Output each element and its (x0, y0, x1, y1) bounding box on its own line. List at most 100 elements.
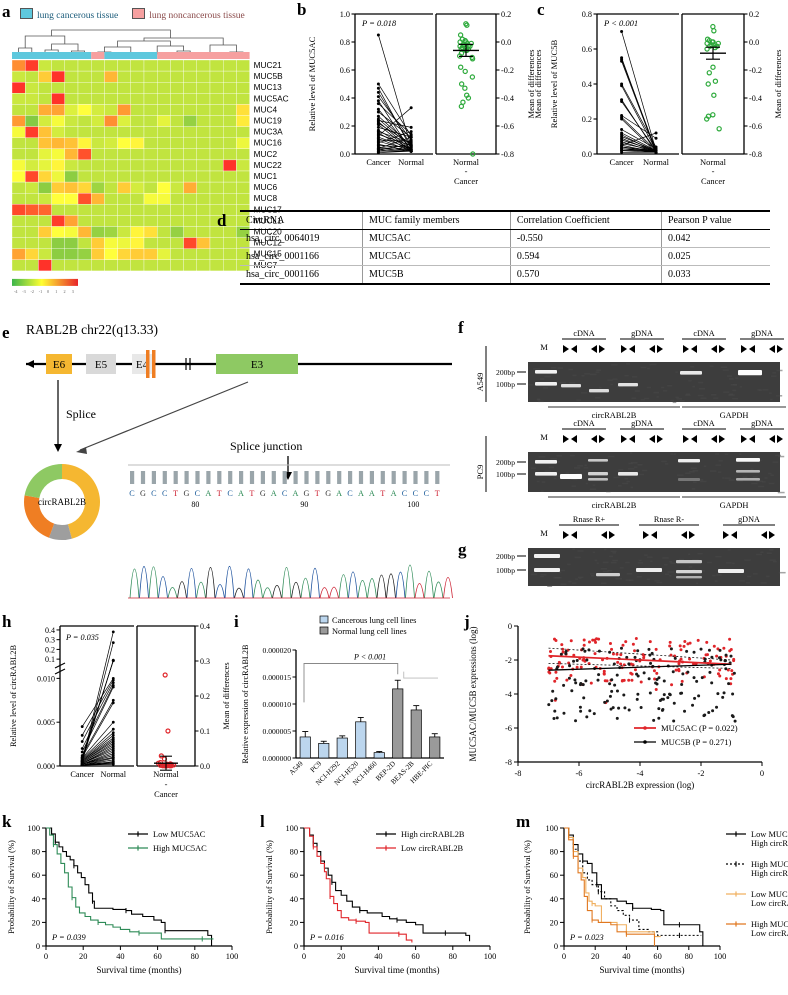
heatmap-group-normal (91, 52, 105, 59)
data-point (699, 647, 703, 651)
data-point (648, 691, 652, 695)
gel-band (618, 472, 638, 476)
heatmap-cell (143, 204, 158, 216)
legend-label: Cancerous lung cell lines (332, 616, 416, 625)
x-tick-label: Cancer (701, 176, 725, 186)
table-header-row: CircRNA MUC family members Correlation C… (240, 210, 770, 230)
data-point (654, 150, 658, 154)
colorbar-tick: 2 (64, 289, 66, 294)
heatmap-cell (25, 59, 39, 72)
y-tick-label: 20 (290, 918, 298, 927)
data-point (652, 669, 656, 673)
data-point (553, 637, 557, 641)
heatmap-cell (117, 215, 131, 227)
y-tick-label: 0.0 (582, 150, 592, 159)
heatmap-cell (51, 248, 65, 260)
heatmap-cell (209, 193, 224, 205)
y-tick-label: 80 (290, 848, 298, 857)
heatmap-cell (223, 159, 237, 172)
heatmap-cell (91, 193, 105, 205)
sequence-base: T (435, 489, 440, 498)
data-point (111, 720, 115, 724)
legend-label: Low MUC5AC + (751, 890, 788, 899)
data-point (657, 676, 661, 680)
y-tick-label: -2 (505, 656, 512, 665)
heatmap-cell (51, 148, 65, 161)
data-point (707, 648, 711, 652)
heatmap-cell (183, 215, 197, 227)
data-point (584, 679, 588, 683)
gel-group-label: GAPDH (720, 501, 749, 510)
circrna-label: circRABL2B (38, 497, 86, 507)
y-tick-label: 0.8 (340, 38, 350, 47)
sequence-tick: 80 (191, 500, 199, 509)
data-point (579, 665, 583, 669)
x-tick-label: 100 (484, 952, 497, 961)
table-cell: MUC5B (362, 265, 511, 285)
y-axis-title: Probability of Survival (%) (6, 840, 16, 934)
heatmap-cell (117, 148, 131, 161)
heatmap-row-label: MUC3A (254, 127, 284, 137)
data-point (636, 674, 640, 678)
y-tick-right-label: -0.4 (749, 94, 762, 103)
data-point (678, 644, 682, 648)
heatmap-cell (117, 226, 131, 238)
heatmap-cell (209, 170, 224, 183)
data-point (660, 697, 664, 701)
sequence-bar (140, 471, 146, 484)
data-point (80, 733, 84, 737)
heatmap-cell (183, 82, 197, 94)
data-point (692, 650, 696, 654)
x-tick-label: Normal (453, 157, 480, 167)
heatmap-cell (196, 159, 211, 172)
primer-convergent-icon (563, 531, 577, 539)
heatmap-cell (77, 237, 92, 249)
data-point (625, 655, 629, 659)
bar (355, 721, 367, 759)
heatmap-cell (130, 204, 145, 216)
table-cell: 0.594 (509, 247, 662, 266)
panel-i-celllines: i 0.000000 0.000005 0.000010 0.000015 0.0000… (232, 612, 467, 807)
data-point (582, 696, 586, 700)
heatmap-cell (157, 82, 171, 94)
y-tick-label: 0.3 (45, 636, 55, 645)
data-point (111, 685, 115, 689)
heatmap-cell (38, 104, 52, 116)
panel-a-label: a (2, 2, 11, 21)
primer-convergent-icon (621, 435, 635, 443)
data-point (655, 671, 659, 675)
heatmap-cell (38, 93, 52, 105)
data-point (376, 99, 380, 103)
confidence-band (548, 663, 732, 669)
sequence-bar (369, 471, 374, 484)
data-point (610, 678, 614, 682)
heatmap-cell (183, 248, 197, 260)
heatmap-cell (183, 170, 197, 183)
x-tick-label: -4 (637, 769, 645, 778)
y-tick-label: 20 (32, 918, 40, 927)
heatmap-cell (209, 82, 224, 94)
heatmap-cell (157, 159, 171, 172)
difference-point (716, 126, 722, 132)
heatmap-cell (196, 104, 211, 116)
sequence-bar (184, 471, 189, 484)
sequence-base: A (205, 489, 211, 498)
heatmap-cell (196, 170, 211, 183)
ladder-label: 200bp (496, 552, 515, 561)
gel-band (736, 470, 760, 473)
correlation-table: CircRNA MUC family members Correlation C… (240, 210, 770, 285)
heatmap-cell (51, 104, 65, 116)
heatmap-cell (143, 159, 158, 172)
data-point (731, 692, 735, 696)
y-tick-label: 0.6 (582, 45, 592, 54)
sequence-bar (380, 471, 385, 484)
data-point (572, 659, 576, 663)
data-point (409, 106, 413, 110)
x-tick-label: - (165, 780, 168, 789)
heatmap-cell (157, 237, 171, 249)
heatmap-cell (11, 137, 26, 149)
legend-label: Normal lung cell lines (332, 627, 407, 636)
legend-label-line2: High circRABL2B (751, 839, 788, 848)
legend-label: High MUC5AC + (751, 860, 788, 869)
